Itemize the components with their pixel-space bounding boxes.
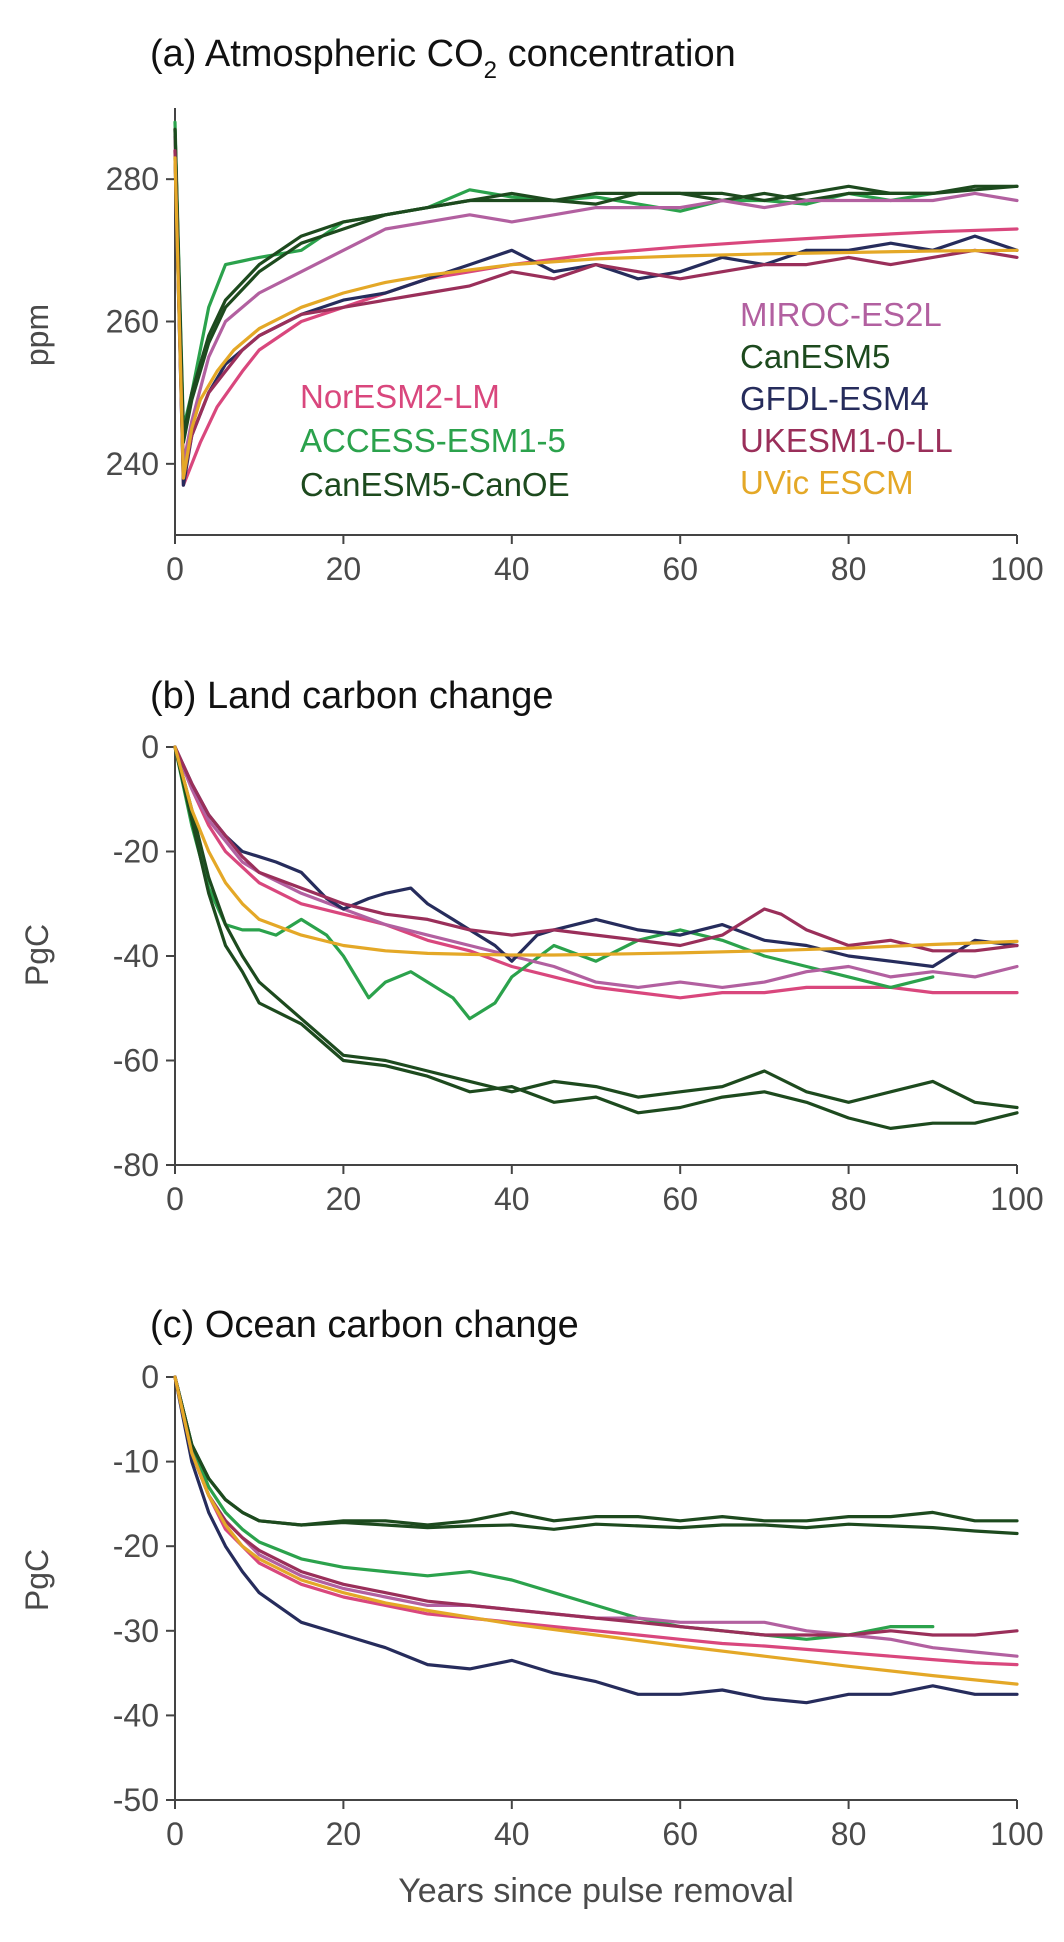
panel-a-x-tick-label: 100 bbox=[990, 551, 1043, 587]
panel-c-y-tick-label: -30 bbox=[113, 1613, 159, 1649]
legend-entry-uvic-escm: UVic ESCM bbox=[740, 464, 914, 501]
panel-c-x-axis-label: Years since pulse removal bbox=[398, 1872, 794, 1910]
panel-b-x-tick-label: 0 bbox=[166, 1181, 184, 1217]
panel-c-line-gfdl-esm4 bbox=[173, 1375, 1019, 1705]
panel-b-y-tick-label: -20 bbox=[113, 834, 159, 870]
panel-c-line-ukesm1-0-ll bbox=[173, 1375, 1019, 1637]
panel-c-panel-letter: (c) bbox=[150, 1304, 205, 1346]
panel-a-x-tick-label: 20 bbox=[326, 551, 362, 587]
panel-a-x-tick-label: 60 bbox=[662, 551, 698, 587]
panel-c-title: (c) Ocean carbon change bbox=[150, 1304, 579, 1346]
panel-c-x-tick-label: 40 bbox=[494, 1816, 530, 1852]
panel-c-x-tick-label: 0 bbox=[166, 1816, 184, 1852]
legend: NorESM2-LM ACCESS-ESM1-5 CanESM5-CanOE MIRO… bbox=[300, 296, 953, 503]
panel-a-line-canesm5 bbox=[173, 127, 1019, 445]
panel-b-y-axis-label: PgC bbox=[19, 924, 55, 986]
panel-b-panel-letter: (b) bbox=[150, 675, 207, 717]
panel-c-x-tick-label: 60 bbox=[662, 1816, 698, 1852]
panel-b-line-ukesm1-0-ll bbox=[173, 745, 1019, 953]
panel-a-series-group bbox=[173, 120, 1019, 487]
panel-a-title: (a) Atmospheric CO2 concentration bbox=[150, 33, 736, 84]
panel-c-series-group bbox=[173, 1375, 1019, 1705]
panel-b-x-tick-label: 20 bbox=[326, 1181, 362, 1217]
panel-c-y-axis-label: PgC bbox=[19, 1549, 55, 1611]
panel-c-y-tick-label: 0 bbox=[141, 1359, 159, 1395]
legend-entry-gfdl-esm4: GFDL-ESM4 bbox=[740, 380, 929, 417]
panel-a-title-end: concentration bbox=[497, 33, 736, 75]
panel-b-x-tick-label: 60 bbox=[662, 1181, 698, 1217]
panel-a-line-uvic-escm bbox=[173, 156, 1019, 480]
panel-b-y-tick-label: -40 bbox=[113, 938, 159, 974]
panel-b-x-tick-label: 80 bbox=[831, 1181, 867, 1217]
panel-c-line-uvic-escm bbox=[173, 1375, 1019, 1686]
legend-entry-miroc-es2l: MIROC-ES2L bbox=[740, 296, 942, 333]
panel-c-x-tick-label: 80 bbox=[831, 1816, 867, 1852]
panel-a-title-main: Atmospheric CO bbox=[205, 33, 484, 75]
panel-c-line-access-esm1-5 bbox=[173, 1375, 935, 1641]
panel-b-title-text: Land carbon change bbox=[207, 675, 554, 717]
panel-a-line-access-esm1-5 bbox=[173, 120, 935, 430]
panel-a-title-sub: 2 bbox=[484, 57, 497, 84]
panel-a-line-gfdl-esm4 bbox=[173, 156, 1019, 487]
legend-entry-noresm2-lm: NorESM2-LM bbox=[300, 378, 500, 415]
panel-c-title-text: Ocean carbon change bbox=[205, 1304, 579, 1346]
panel-a-line-miroc-es2l bbox=[173, 134, 1019, 466]
panel-b-line-uvic-escm bbox=[173, 745, 1019, 957]
legend-entry-canesm5-canoe: CanESM5-CanOE bbox=[300, 466, 570, 503]
panel-b-y-tick-label: -80 bbox=[113, 1147, 159, 1183]
panel-b-series-group bbox=[173, 745, 1019, 1130]
panel-c-y-tick-label: -50 bbox=[113, 1782, 159, 1818]
panel-a-line-ukesm1-0-ll bbox=[173, 149, 1019, 480]
panel-a-panel-letter: (a) bbox=[150, 33, 205, 75]
panel-c-y-tick-label: -40 bbox=[113, 1697, 159, 1733]
panel-a-y-axis-label: ppm bbox=[19, 304, 55, 366]
panel-b-y-tick-label: 0 bbox=[141, 729, 159, 765]
panel-a-x-tick-label: 40 bbox=[494, 551, 530, 587]
panel-b-x-tick-label: 100 bbox=[990, 1181, 1043, 1217]
panel-b-line-noresm2-lm bbox=[173, 745, 1019, 1000]
panel-c-y-tick-label: -10 bbox=[113, 1444, 159, 1480]
panel-c-line-canesm5-canoe bbox=[173, 1375, 1019, 1536]
panel-a-x-tick-label: 0 bbox=[166, 551, 184, 587]
panel-b-x-tick-label: 40 bbox=[494, 1181, 530, 1217]
panel-b-y-tick-label: -60 bbox=[113, 1043, 159, 1079]
legend-entry-canesm5: CanESM5 bbox=[740, 338, 890, 375]
panel-a-y-tick-label: 260 bbox=[106, 304, 159, 340]
panel-b-line-canesm5 bbox=[173, 745, 1019, 1110]
panel-c-x-tick-label: 20 bbox=[326, 1816, 362, 1852]
panel-c-y-tick-label: -20 bbox=[113, 1528, 159, 1564]
legend-entry-ukesm1-0-ll: UKESM1-0-LL bbox=[740, 422, 953, 459]
legend-entry-access-esm1-5: ACCESS-ESM1-5 bbox=[300, 422, 566, 459]
panel-c-line-canesm5 bbox=[173, 1375, 1019, 1527]
panel-a-y-tick-label: 240 bbox=[106, 446, 159, 482]
panel-b-line-access-esm1-5 bbox=[173, 745, 935, 1021]
panel-b: (b) Land carbon change PgC 0 20 40 60 80 100 0 -2… bbox=[19, 675, 1044, 1217]
panel-b-line-canesm5-canoe bbox=[173, 745, 1019, 1130]
panel-c-x-tick-label: 100 bbox=[990, 1816, 1043, 1852]
panel-b-line-miroc-es2l bbox=[173, 745, 1019, 989]
panel-b-title: (b) Land carbon change bbox=[150, 675, 554, 717]
panel-a-y-tick-label: 280 bbox=[106, 161, 159, 197]
panel-a-x-tick-label: 80 bbox=[831, 551, 867, 587]
panel-a-line-canesm5-canoe bbox=[173, 127, 1019, 437]
panel-a: (a) Atmospheric CO2 concentration ppm 0 20 4… bbox=[19, 33, 1044, 587]
